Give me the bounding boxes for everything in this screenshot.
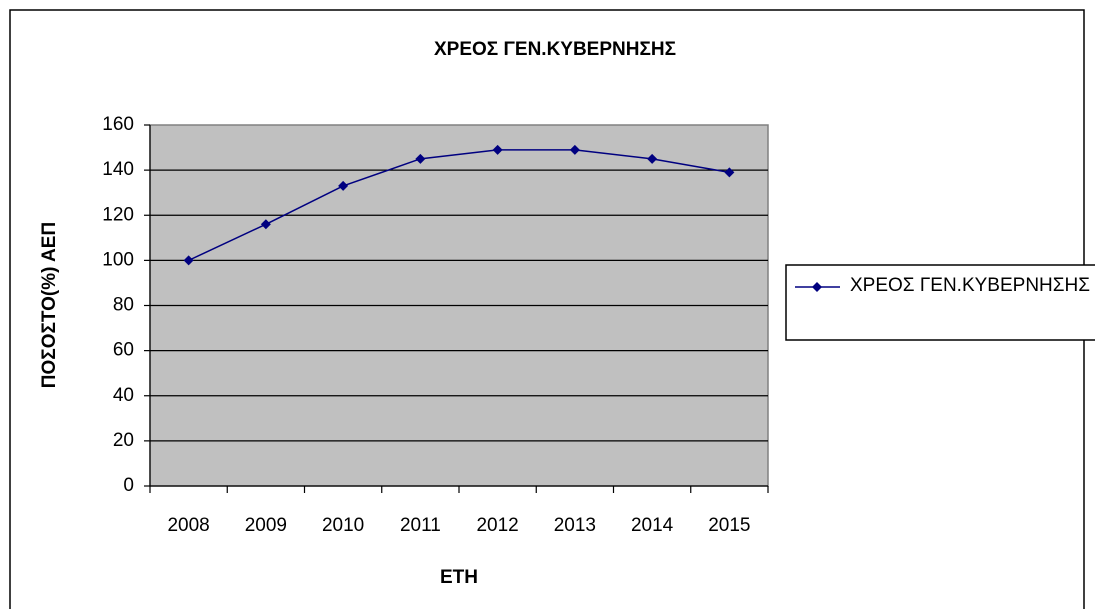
- x-tick-label: 2010: [322, 515, 364, 536]
- data-point: [260, 219, 271, 230]
- y-tick-label: 160: [102, 114, 134, 135]
- x-axis-title: ΕΤΗ: [440, 567, 478, 588]
- data-point: [569, 144, 580, 155]
- y-tick-label: 20: [113, 430, 134, 451]
- y-tick-label: 60: [113, 340, 134, 361]
- data-point: [647, 153, 658, 164]
- y-tick-label: 0: [123, 475, 134, 496]
- y-tick-label: 80: [113, 295, 134, 316]
- x-tick-label: 2015: [708, 515, 750, 536]
- x-tick-label: 2013: [554, 515, 596, 536]
- x-tick-label: 2014: [631, 515, 674, 536]
- legend-box: [785, 264, 1095, 341]
- x-tick-label: 2011: [400, 515, 441, 536]
- legend-label: ΧΡΕΟΣ ΓΕΝ.ΚΥΒΕΡΝΗΣΗΣ: [850, 275, 1090, 296]
- data-point: [492, 144, 503, 155]
- chart-title: ΧΡΕΟΣ ΓΕΝ.ΚΥΒΕΡΝΗΣΗΣ: [434, 39, 676, 60]
- y-tick-label: 40: [113, 385, 134, 406]
- data-point: [415, 153, 426, 164]
- y-tick-label: 140: [102, 159, 134, 180]
- y-tick-label: 120: [102, 204, 134, 225]
- data-point: [338, 180, 349, 191]
- x-tick-label: 2012: [476, 515, 518, 536]
- y-tick-label: 100: [102, 249, 134, 270]
- y-axis-title: ΠΟΣΟΣΤΟ(%) ΑΕΠ: [39, 222, 60, 388]
- series-line: [188, 149, 730, 262]
- data-point: [724, 167, 735, 178]
- legend-marker: [812, 282, 822, 292]
- x-tick-label: 2009: [245, 515, 287, 536]
- data-point: [183, 255, 194, 266]
- x-tick-label: 2008: [167, 515, 209, 536]
